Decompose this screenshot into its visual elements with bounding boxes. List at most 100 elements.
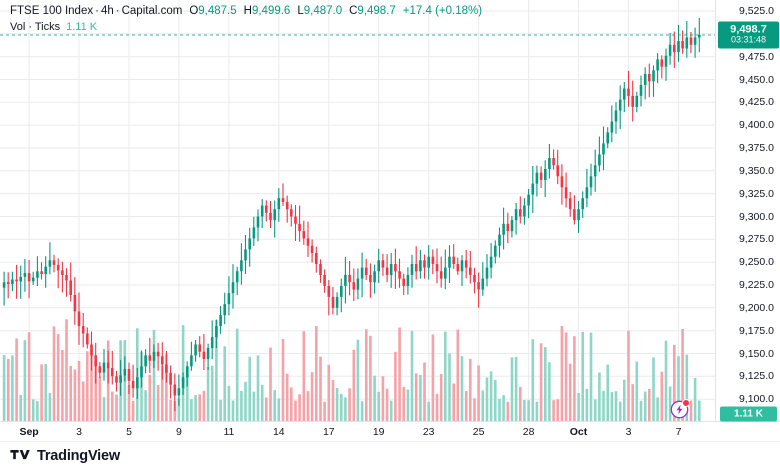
candle-body (169, 372, 172, 385)
volume-bar (210, 365, 214, 422)
candle-body (689, 37, 693, 45)
candle-body (256, 216, 260, 228)
volume-bar (502, 395, 505, 422)
volume-bar (652, 357, 655, 422)
candle-body (410, 264, 414, 275)
volume-bar (406, 389, 410, 422)
volume-bar (444, 331, 447, 422)
candle-body (344, 274, 347, 286)
volume-bar (660, 371, 664, 422)
candle-body (186, 366, 189, 378)
volume-bar (285, 373, 289, 422)
volume-bar (190, 399, 193, 422)
candle-body (431, 256, 435, 264)
volume-bar (227, 386, 231, 422)
volume-bar (598, 372, 601, 422)
candle-body (131, 380, 135, 389)
volume-bar (489, 371, 493, 422)
volume-bar (11, 355, 14, 422)
volume-bar (186, 374, 189, 422)
candle-body (489, 256, 493, 268)
candle-body (161, 356, 164, 365)
candle-body (614, 110, 618, 122)
candle-body (494, 245, 497, 257)
time-scale[interactable]: Sep 3 5 9 11 14 17 19 23 25 28 Oct 3 7 (0, 421, 780, 442)
volume-bar (310, 372, 314, 422)
candlestick-plot[interactable] (0, 0, 716, 422)
volume-bar (560, 326, 564, 422)
volume-bar (606, 364, 609, 422)
candle-body (148, 355, 152, 361)
chart-plot-area[interactable] (0, 0, 716, 422)
volume-bar (340, 393, 343, 422)
volume-bar (519, 386, 522, 422)
volume-bar (548, 362, 551, 422)
volume-bar (473, 398, 476, 422)
volume-bar (456, 329, 460, 422)
candle-body (119, 375, 122, 383)
volume-bar (56, 334, 60, 422)
candle-body (573, 209, 576, 221)
time-tick-label: 25 (472, 426, 485, 438)
candle-body (639, 84, 643, 96)
candle-body (631, 95, 634, 107)
candle-body (656, 59, 659, 71)
lightning-bolt-icon[interactable] (670, 399, 690, 419)
volume-bar (673, 344, 676, 422)
candle-body (285, 201, 289, 210)
volume-bar (198, 394, 201, 422)
volume-bar (568, 363, 572, 422)
candle-body (165, 364, 168, 373)
candle-body (194, 344, 197, 356)
volume-bar (290, 387, 293, 422)
volume-bar (44, 364, 47, 422)
candle-body (527, 194, 530, 206)
candle-body (102, 362, 106, 373)
candle-body (523, 205, 526, 217)
volume-bar (664, 340, 668, 422)
candle-body (606, 132, 609, 144)
candle-body (381, 260, 385, 268)
volume-bar (77, 361, 81, 422)
volume-bar (81, 381, 85, 422)
candle-body (643, 74, 647, 85)
volume-bar (323, 401, 326, 422)
candle-body (210, 337, 214, 349)
volume-bar (531, 339, 535, 422)
time-tick-label: 5 (126, 426, 132, 438)
candle-body (77, 311, 81, 327)
candle-body (273, 209, 276, 221)
candle-body (56, 264, 60, 271)
price-scale[interactable]: 9,498.7 03:31:48 1.11 K 9,525.09,500.09,… (715, 0, 780, 422)
chart-svg (0, 0, 716, 422)
current-price-badge[interactable]: 9,498.7 03:31:48 (718, 21, 779, 49)
volume-bar (427, 401, 430, 422)
volume-bar (698, 400, 701, 422)
volume-bar (36, 401, 39, 422)
candle-body (265, 205, 268, 213)
candle-body (298, 223, 301, 232)
volume-bar (23, 340, 27, 422)
volume-bar (693, 378, 697, 422)
volume-bar (514, 356, 518, 422)
tradingview-brand[interactable]: TradingView (10, 448, 120, 464)
candle-body (136, 377, 139, 389)
time-tick-label: Sep (19, 426, 39, 438)
candle-body (477, 282, 480, 290)
candle-body (231, 282, 235, 294)
candle-body (2, 282, 6, 288)
volume-bar (131, 400, 135, 422)
notification-dot-icon (681, 399, 690, 407)
volume-bar (656, 397, 659, 422)
volume-bar (394, 351, 397, 422)
volume-bar (677, 356, 680, 422)
candle-body (627, 88, 630, 96)
candle-body (369, 274, 372, 283)
candle-body (398, 271, 401, 279)
volume-value-badge[interactable]: 1.11 K (720, 406, 777, 422)
candle-body (531, 183, 535, 195)
candle-body (444, 267, 447, 279)
volume-bar (506, 401, 510, 422)
volume-bar (65, 319, 68, 422)
candle-body (335, 296, 339, 308)
